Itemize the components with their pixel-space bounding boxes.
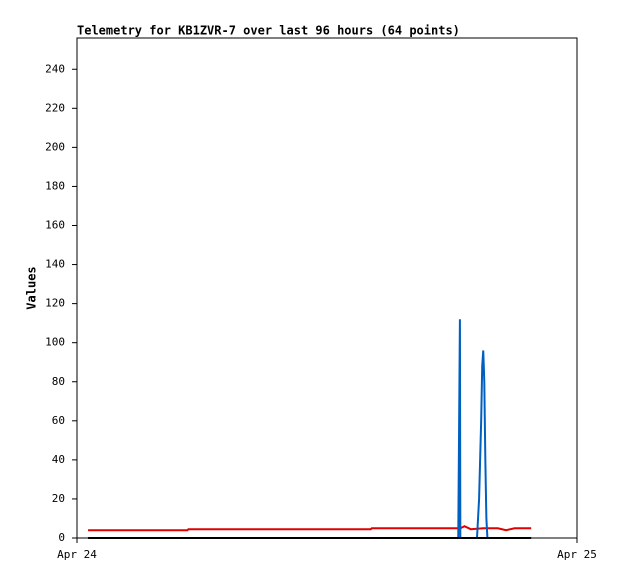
y-tick-label: 0	[58, 531, 65, 544]
series-line	[88, 525, 532, 532]
chart-title: Telemetry for KB1ZVR-7 over last 96 hour…	[77, 24, 460, 38]
plot-frame	[76, 37, 578, 539]
x-tick-label: Apr 24	[57, 548, 97, 561]
y-tick-label: 120	[45, 297, 65, 310]
y-tick-label: 40	[52, 453, 65, 466]
y-tick-label: 200	[45, 140, 65, 153]
y-tick-label: 220	[45, 101, 65, 114]
y-tick-label: 100	[45, 336, 65, 349]
y-tick-label: 240	[45, 62, 65, 75]
x-tick-label: Apr 25	[557, 548, 597, 561]
y-tick-label: 60	[52, 414, 65, 427]
series-line	[457, 319, 489, 539]
y-axis-label: Values	[25, 266, 39, 309]
y-tick-label: 180	[45, 179, 65, 192]
y-tick-label: 20	[52, 492, 65, 505]
y-tick-label: 140	[45, 258, 65, 271]
y-tick-label: 80	[52, 375, 65, 388]
y-tick-label: 160	[45, 219, 65, 232]
